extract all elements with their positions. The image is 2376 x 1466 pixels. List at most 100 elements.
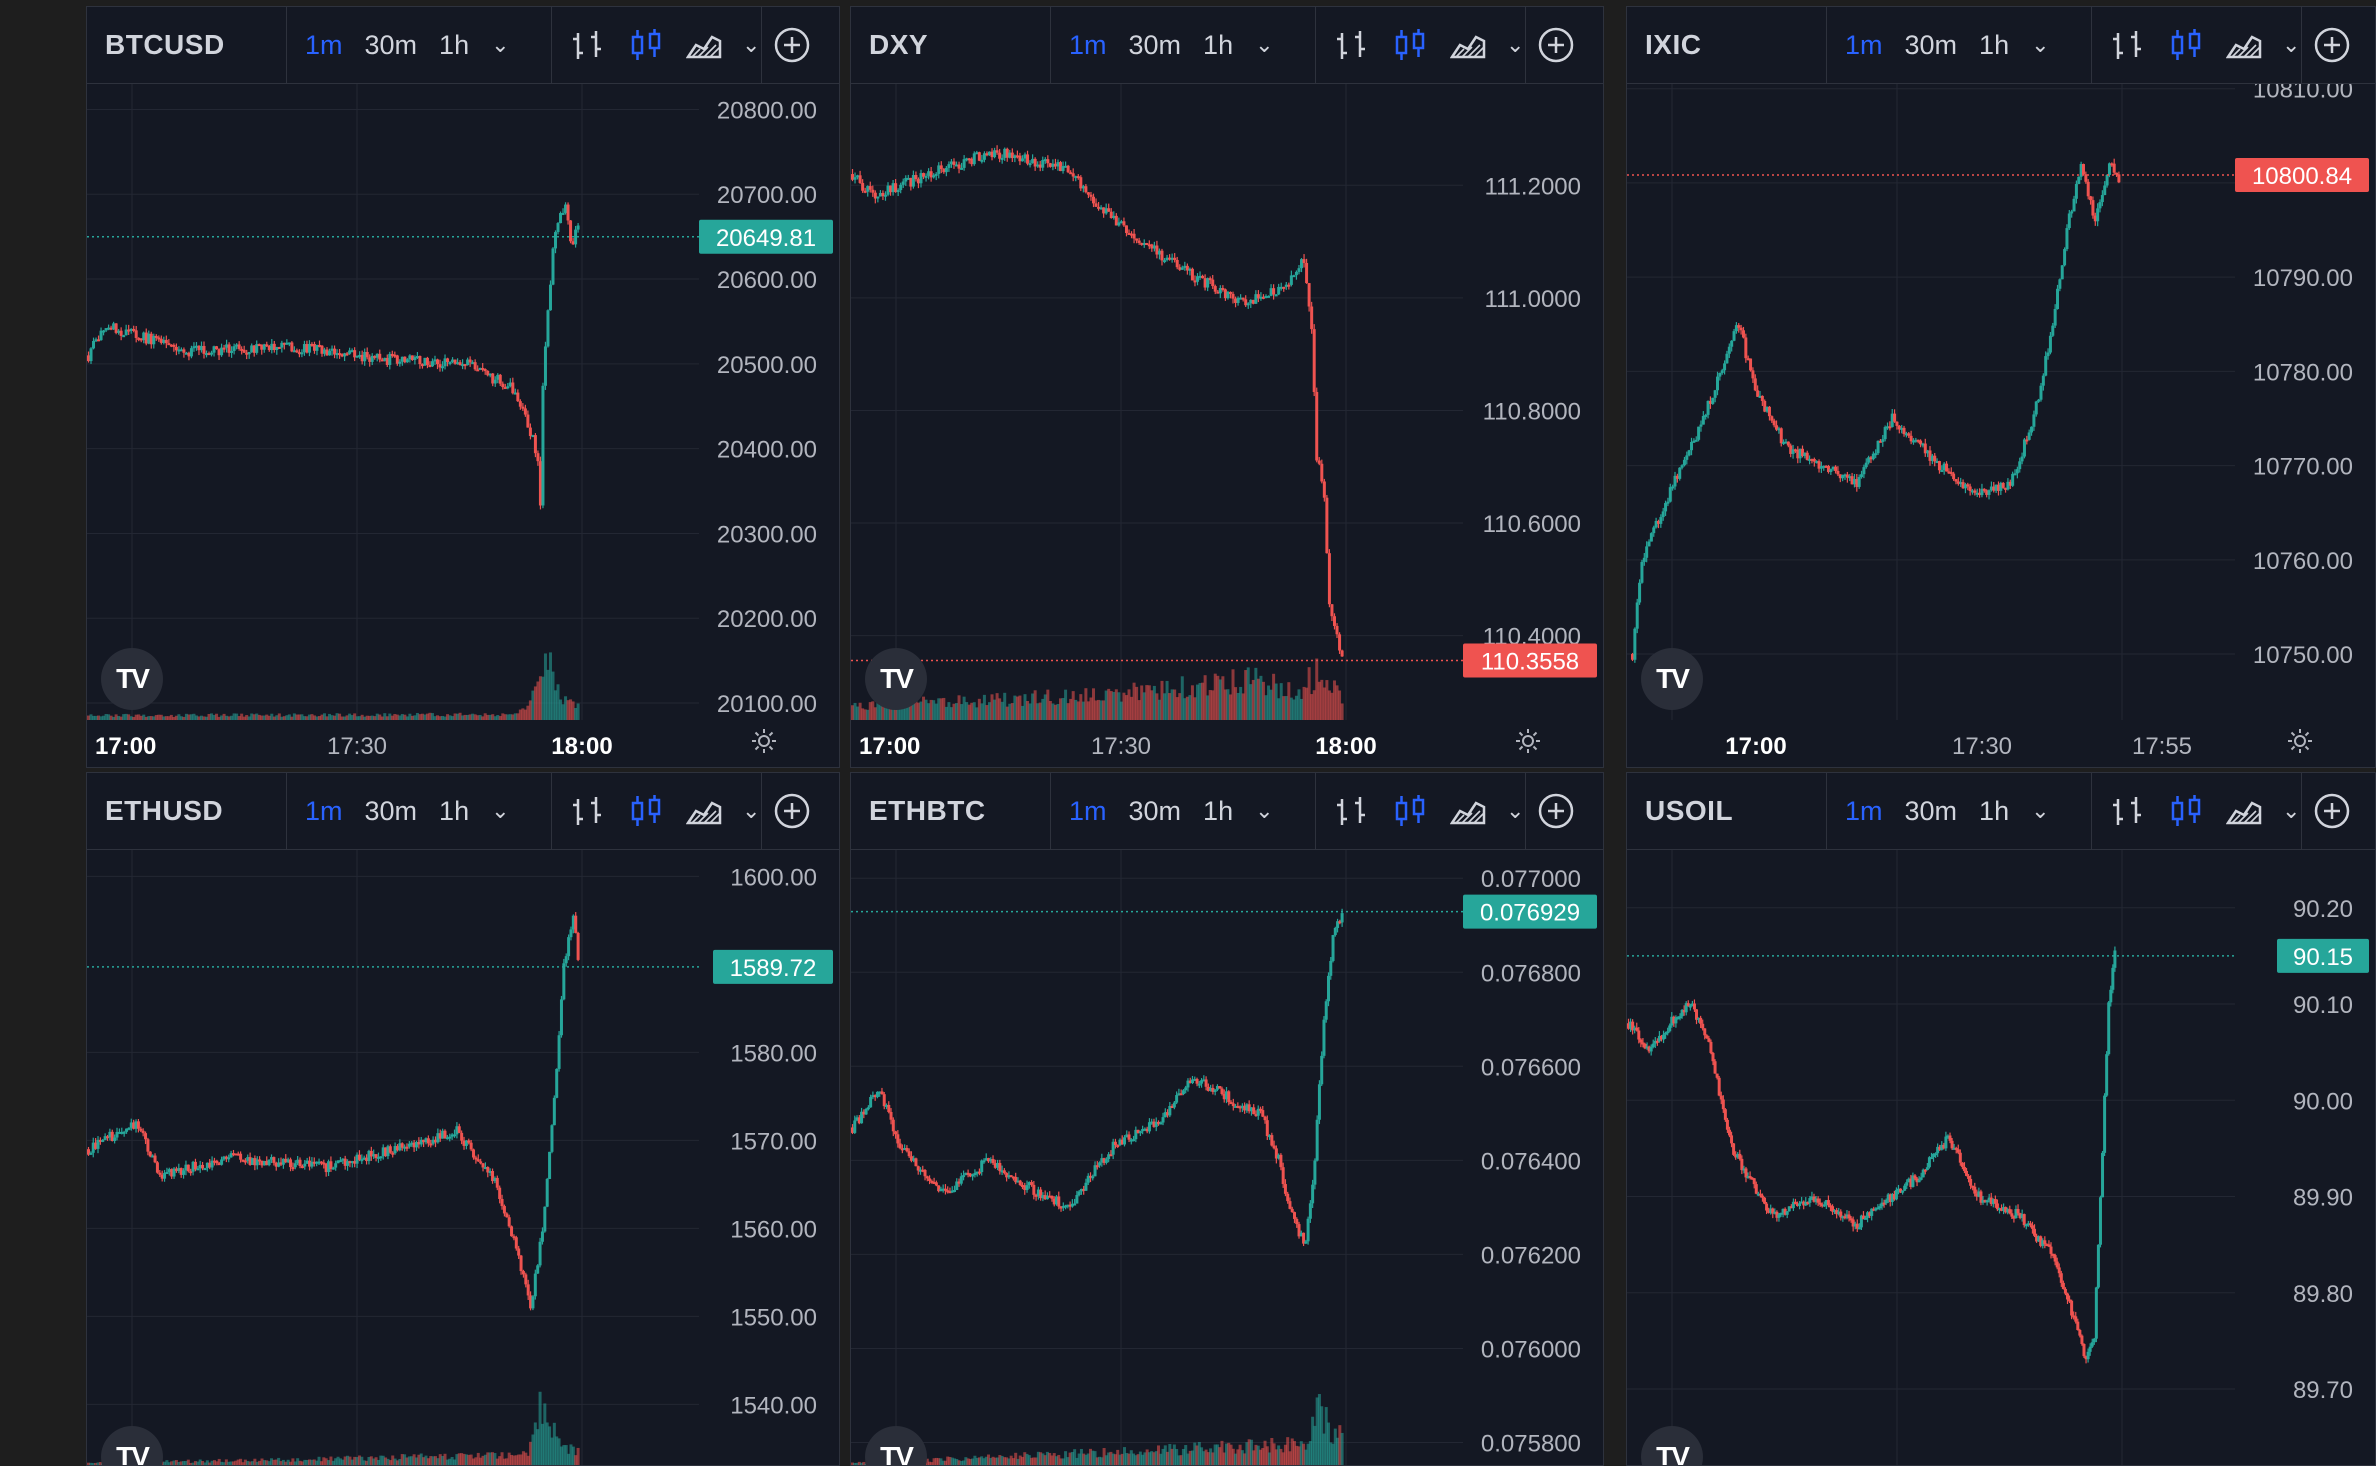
volume-bar: [461, 715, 465, 720]
interval-30m-button[interactable]: 30m: [1128, 29, 1182, 60]
candlestick-icon[interactable]: [626, 25, 666, 65]
plus-circle-icon[interactable]: [2302, 773, 2362, 849]
interval-1m-button[interactable]: 1m: [305, 29, 343, 60]
volume-bar: [98, 1462, 102, 1465]
price-chart[interactable]: 1600.00 1580.00 1570.00 1560.00 1550.00 1540.…: [87, 850, 839, 1465]
candle-body: [2081, 164, 2085, 175]
interval-30m-button[interactable]: 30m: [364, 29, 418, 60]
chevron-down-icon[interactable]: ⌄: [1255, 798, 1274, 823]
settings-gear-icon[interactable]: [1513, 726, 1543, 756]
plus-circle-icon[interactable]: [1526, 773, 1586, 849]
candle-body: [927, 171, 931, 176]
interval-30m-button[interactable]: 30m: [1904, 29, 1958, 60]
bar-chart-icon[interactable]: [2108, 791, 2148, 831]
volume-bar: [1306, 1443, 1310, 1465]
chevron-down-icon[interactable]: ⌄: [742, 32, 761, 57]
candle-body: [255, 344, 259, 353]
interval-1h-button[interactable]: 1h: [1203, 795, 1234, 826]
symbol-button[interactable]: DXY: [851, 7, 1051, 83]
interval-30m-button[interactable]: 30m: [364, 795, 418, 826]
candle-body: [2013, 473, 2017, 476]
interval-1h-button[interactable]: 1h: [439, 29, 470, 60]
volume-bar: [1150, 1451, 1154, 1465]
symbol-button[interactable]: ETHUSD: [87, 773, 287, 849]
candle-body: [1769, 1208, 1773, 1213]
price-chart[interactable]: 20800.00 20700.00 20600.00 20500.00 20400.00…: [87, 84, 839, 767]
candlestick-icon[interactable]: [626, 791, 666, 831]
chevron-down-icon[interactable]: ⌄: [1506, 798, 1525, 823]
area-chart-icon[interactable]: [1448, 791, 1488, 831]
settings-gear-icon[interactable]: [2285, 726, 2315, 756]
candle-body: [267, 1159, 271, 1166]
price-chart[interactable]: 111.2000 111.0000 110.8000 110.6000 110.4000…: [851, 84, 1603, 767]
candle-body: [1086, 1175, 1090, 1183]
interval-1m-button[interactable]: 1m: [1069, 795, 1107, 826]
bar-chart-icon[interactable]: [568, 25, 608, 65]
candle-body: [137, 337, 141, 340]
volume-bar: [506, 714, 510, 720]
volume-bar: [554, 690, 558, 720]
bar-chart-icon[interactable]: [1332, 25, 1372, 65]
candle-body: [215, 1160, 219, 1164]
area-chart-icon[interactable]: [2224, 791, 2264, 831]
bar-chart-icon[interactable]: [1332, 791, 1372, 831]
chevron-down-icon[interactable]: ⌄: [742, 798, 761, 823]
plus-circle-icon[interactable]: [2302, 7, 2362, 83]
volume-bar: [483, 1454, 487, 1465]
interval-1m-button[interactable]: 1m: [1845, 795, 1883, 826]
chevron-down-icon[interactable]: ⌄: [491, 32, 510, 57]
candle-body: [1286, 1193, 1290, 1202]
candle-body: [925, 1176, 929, 1179]
chevron-down-icon[interactable]: ⌄: [2031, 798, 2050, 823]
area-chart-icon[interactable]: [684, 791, 724, 831]
interval-1h-button[interactable]: 1h: [1979, 29, 2010, 60]
symbol-button[interactable]: USOIL: [1627, 773, 1827, 849]
interval-1h-button[interactable]: 1h: [439, 795, 470, 826]
candlestick-icon[interactable]: [2166, 791, 2206, 831]
symbol-button[interactable]: IXIC: [1627, 7, 1827, 83]
candle-body: [1834, 466, 1838, 471]
interval-1m-button[interactable]: 1m: [1069, 29, 1107, 60]
candlestick-icon[interactable]: [1390, 25, 1430, 65]
area-chart-icon[interactable]: [1448, 25, 1488, 65]
volume-bar: [275, 715, 279, 720]
candle-body: [1036, 1189, 1040, 1197]
chevron-down-icon[interactable]: ⌄: [1506, 32, 1525, 57]
chevron-down-icon[interactable]: ⌄: [2282, 32, 2301, 57]
interval-30m-button[interactable]: 30m: [1128, 795, 1182, 826]
price-chart[interactable]: 10810.0010800.0010790.0010780.0010770.00…: [1627, 84, 2375, 767]
candle-body: [1163, 1112, 1167, 1118]
interval-1m-button[interactable]: 1m: [305, 795, 343, 826]
area-chart-icon[interactable]: [684, 25, 724, 65]
interval-1m-button[interactable]: 1m: [1845, 29, 1883, 60]
settings-gear-icon[interactable]: [749, 726, 779, 756]
candle-body: [1302, 259, 1306, 263]
plus-circle-icon[interactable]: [1526, 7, 1586, 83]
last-price-label: 10800.84: [2252, 163, 2352, 190]
plus-circle-icon[interactable]: [762, 773, 822, 849]
candle-body: [231, 1153, 235, 1156]
candle-body: [1036, 164, 1040, 167]
candle-body: [1814, 1198, 1818, 1202]
bar-chart-icon[interactable]: [568, 791, 608, 831]
symbol-button[interactable]: ETHBTC: [851, 773, 1051, 849]
chevron-down-icon[interactable]: ⌄: [2031, 32, 2050, 57]
candlestick-icon[interactable]: [2166, 25, 2206, 65]
symbol-button[interactable]: BTCUSD: [87, 7, 287, 83]
plus-circle-icon[interactable]: [762, 7, 822, 83]
interval-30m-button[interactable]: 30m: [1904, 795, 1958, 826]
candle-body: [1177, 1093, 1181, 1096]
chevron-down-icon[interactable]: ⌄: [1255, 32, 1274, 57]
volume-bar: [559, 699, 563, 720]
bar-chart-icon[interactable]: [2108, 25, 2148, 65]
candle-body: [975, 1171, 979, 1174]
price-chart[interactable]: 0.077000 0.076800 0.076600 0.076400 0.076200…: [851, 850, 1603, 1465]
candle-body: [2008, 1209, 2012, 1214]
area-chart-icon[interactable]: [2224, 25, 2264, 65]
chevron-down-icon[interactable]: ⌄: [2282, 798, 2301, 823]
price-chart[interactable]: 90.20 90.10 90.00 89.90 89.80 89.70 90.15 TV: [1627, 850, 2375, 1465]
interval-1h-button[interactable]: 1h: [1979, 795, 2010, 826]
chevron-down-icon[interactable]: ⌄: [491, 798, 510, 823]
candlestick-icon[interactable]: [1390, 791, 1430, 831]
interval-1h-button[interactable]: 1h: [1203, 29, 1234, 60]
